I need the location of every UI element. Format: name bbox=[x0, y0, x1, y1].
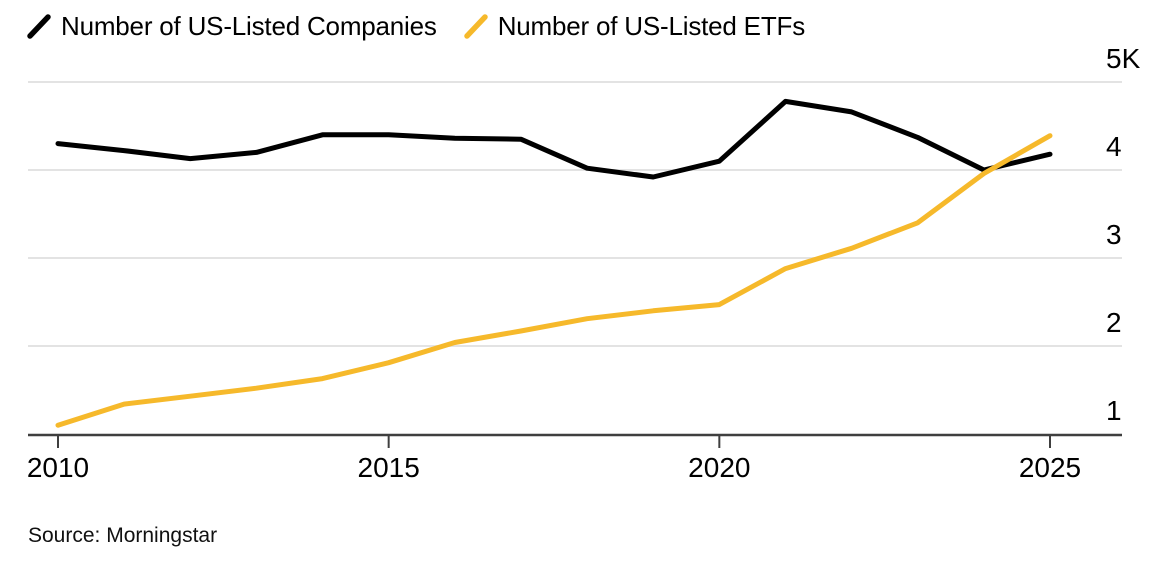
companies-line-icon bbox=[27, 14, 51, 39]
x-tick-label: 2010 bbox=[27, 452, 89, 483]
etfs-line bbox=[55, 133, 1053, 428]
x-tick-label: 2015 bbox=[358, 452, 420, 483]
y-tick-label: 4 bbox=[1106, 131, 1122, 162]
legend-item-companies: Number of US-Listed Companies bbox=[26, 11, 437, 42]
source-note: Source: Morningstar bbox=[28, 524, 218, 547]
y-tick-label: 5K bbox=[1106, 43, 1141, 74]
y-tick-label: 3 bbox=[1106, 219, 1122, 250]
x-tick-label: 2025 bbox=[1019, 452, 1081, 483]
x-tick-label: 2020 bbox=[688, 452, 750, 483]
y-tick-label: 2 bbox=[1106, 307, 1122, 338]
legend-label-companies: Number of US-Listed Companies bbox=[61, 11, 437, 41]
companies-line bbox=[55, 98, 1053, 180]
legend-item-etfs: Number of US-Listed ETFs bbox=[463, 11, 805, 42]
y-tick-label: 1 bbox=[1106, 395, 1122, 426]
chart-legend: Number of US-Listed Companies Number of … bbox=[26, 11, 805, 42]
legend-label-etfs: Number of US-Listed ETFs bbox=[497, 11, 805, 41]
etfs-line-icon bbox=[463, 14, 488, 39]
